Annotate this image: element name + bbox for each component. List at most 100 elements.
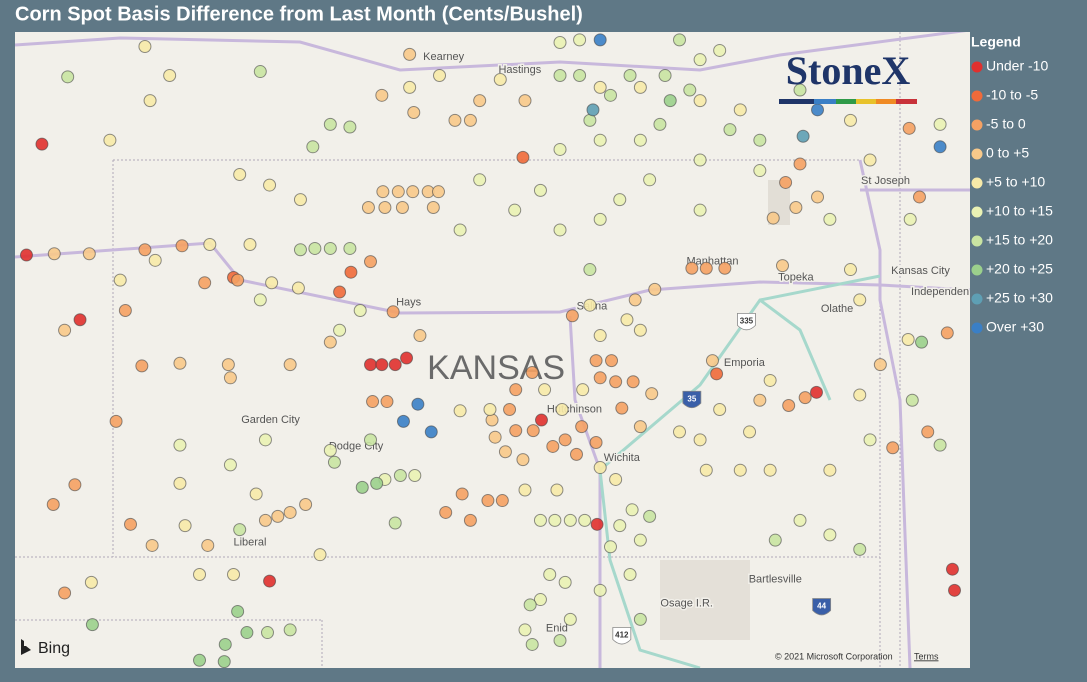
location-point[interactable] (693, 203, 707, 217)
location-point[interactable] (240, 626, 254, 640)
location-point[interactable] (439, 505, 453, 519)
location-point[interactable] (509, 424, 523, 438)
location-point[interactable] (699, 261, 713, 275)
location-point[interactable] (109, 414, 123, 428)
location-point[interactable] (388, 516, 402, 530)
location-point[interactable] (763, 463, 777, 477)
location-point[interactable] (743, 425, 757, 439)
location-point[interactable] (705, 354, 719, 368)
location-point[interactable] (768, 533, 782, 547)
location-point[interactable] (103, 133, 117, 147)
location-point[interactable] (823, 212, 837, 226)
location-point[interactable] (364, 433, 377, 447)
location-point[interactable] (249, 487, 263, 501)
location-point[interactable] (361, 201, 375, 215)
location-point[interactable] (231, 273, 245, 287)
location-point[interactable] (713, 402, 727, 416)
location-point[interactable] (593, 329, 607, 343)
location-point[interactable] (796, 129, 810, 143)
location-point[interactable] (553, 142, 567, 156)
location-point[interactable] (261, 626, 274, 640)
location-point[interactable] (173, 438, 187, 452)
location-point[interactable] (713, 43, 727, 57)
location-point[interactable] (625, 503, 639, 517)
location-point[interactable] (343, 120, 357, 134)
location-point[interactable] (413, 329, 427, 343)
location-point[interactable] (693, 53, 707, 67)
location-point[interactable] (509, 383, 523, 397)
location-point[interactable] (933, 140, 947, 154)
location-point[interactable] (793, 83, 807, 97)
location-point[interactable] (658, 69, 672, 83)
location-point[interactable] (843, 263, 857, 277)
location-point[interactable] (593, 461, 607, 475)
location-point[interactable] (393, 468, 407, 482)
location-point[interactable] (723, 123, 737, 137)
location-point[interactable] (534, 413, 548, 427)
location-point[interactable] (233, 523, 247, 537)
location-point[interactable] (609, 472, 623, 486)
location-point[interactable] (343, 241, 357, 255)
location-point[interactable] (518, 623, 532, 637)
location-point[interactable] (82, 247, 96, 261)
location-point[interactable] (344, 265, 358, 279)
location-point[interactable] (333, 285, 347, 299)
location-point[interactable] (433, 69, 447, 83)
location-point[interactable] (403, 80, 417, 94)
location-point[interactable] (400, 351, 414, 365)
legend-label[interactable]: +5 to +10 (986, 174, 1045, 190)
location-point[interactable] (364, 358, 377, 372)
legend-label[interactable]: +25 to +30 (986, 290, 1053, 306)
legend-label[interactable]: -5 to 0 (986, 116, 1026, 132)
location-point[interactable] (46, 498, 60, 512)
location-point[interactable] (498, 445, 512, 459)
location-point[interactable] (138, 243, 152, 257)
location-point[interactable] (143, 94, 157, 108)
location-point[interactable] (683, 83, 697, 97)
location-point[interactable] (615, 401, 629, 415)
location-point[interactable] (593, 80, 607, 94)
location-point[interactable] (793, 157, 807, 171)
location-point[interactable] (173, 476, 187, 490)
location-point[interactable] (58, 323, 72, 337)
location-point[interactable] (776, 259, 789, 273)
location-point[interactable] (565, 309, 579, 323)
location-point[interactable] (589, 435, 603, 449)
location-point[interactable] (553, 69, 567, 83)
location-point[interactable] (933, 117, 947, 131)
location-point[interactable] (823, 528, 837, 542)
location-point[interactable] (798, 391, 812, 405)
location-point[interactable] (198, 276, 212, 290)
location-point[interactable] (203, 237, 217, 251)
location-point[interactable] (609, 375, 623, 389)
location-point[interactable] (406, 185, 420, 199)
location-point[interactable] (396, 414, 410, 428)
location-point[interactable] (408, 468, 422, 482)
location-point[interactable] (265, 276, 279, 290)
location-point[interactable] (376, 185, 390, 199)
location-point[interactable] (448, 113, 462, 127)
location-point[interactable] (253, 293, 267, 307)
location-point[interactable] (263, 178, 277, 192)
location-point[interactable] (558, 433, 572, 447)
location-point[interactable] (633, 420, 647, 434)
location-point[interactable] (355, 480, 369, 494)
location-point[interactable] (73, 313, 87, 327)
location-point[interactable] (555, 402, 569, 416)
location-point[interactable] (453, 223, 467, 237)
location-point[interactable] (843, 113, 857, 127)
location-point[interactable] (811, 103, 825, 117)
location-point[interactable] (223, 458, 237, 472)
location-point[interactable] (525, 366, 539, 380)
legend-label[interactable]: +15 to +20 (986, 232, 1053, 248)
location-point[interactable] (35, 137, 49, 151)
location-point[interactable] (370, 476, 384, 490)
location-point[interactable] (948, 583, 962, 597)
location-point[interactable] (306, 140, 320, 154)
location-point[interactable] (620, 313, 634, 327)
location-point[interactable] (563, 612, 577, 626)
location-point[interactable] (485, 413, 499, 427)
location-point[interactable] (308, 241, 322, 255)
location-point[interactable] (693, 153, 707, 167)
terms-link[interactable]: Terms (914, 651, 939, 661)
